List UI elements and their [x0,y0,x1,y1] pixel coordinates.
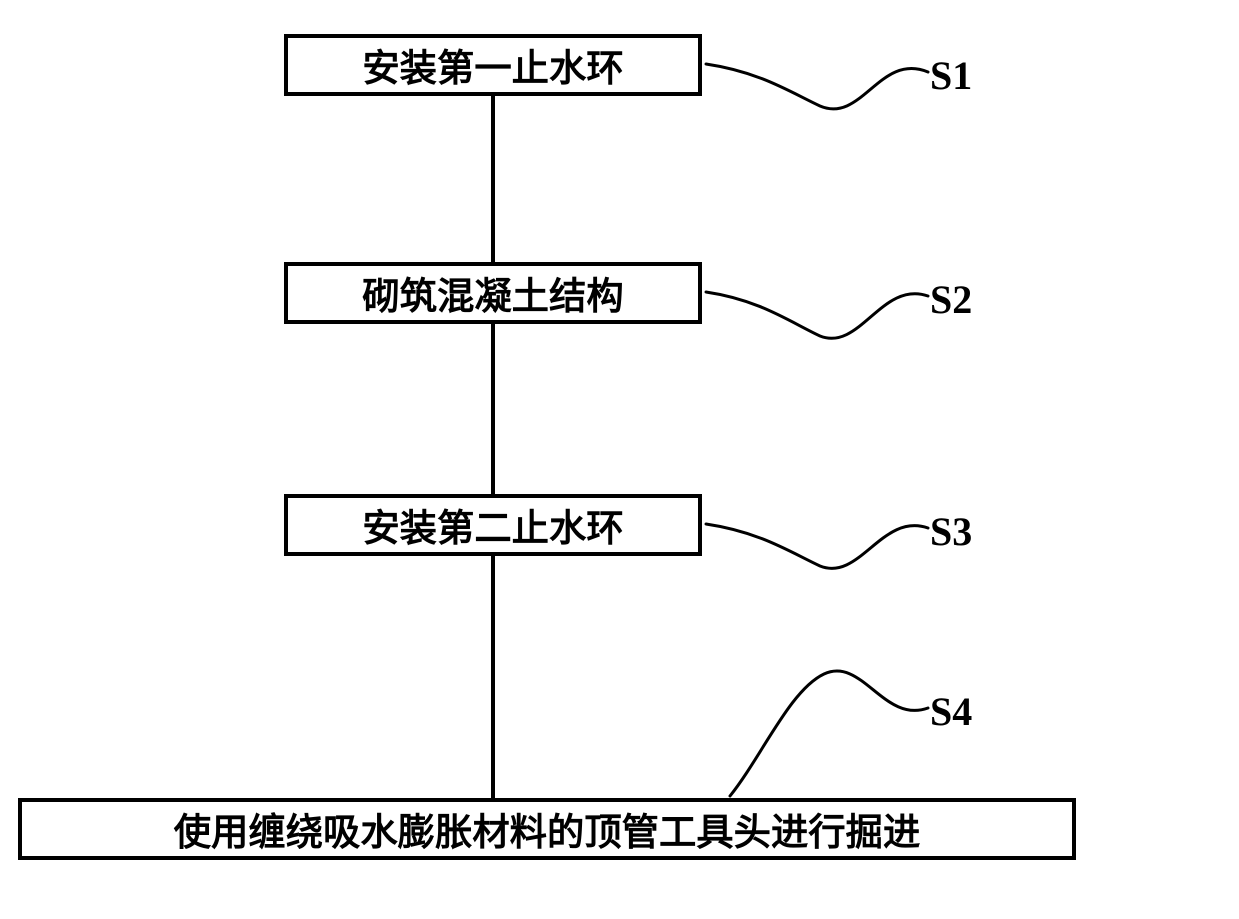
step-text-s1: 安装第一止水环 [362,38,623,92]
step-label-s2: S2 [930,276,972,323]
step-text-s2: 砌筑混凝土结构 [362,266,623,320]
callout-l4 [730,671,928,796]
step-box-s1: 安装第一止水环 [284,34,702,96]
callout-l2 [706,292,928,338]
step-label-s1: S1 [930,52,972,99]
flowchart-canvas: 安装第一止水环 砌筑混凝土结构 安装第二止水环 使用缠绕吸水膨胀材料的顶管工具头… [0,0,1239,919]
step-box-s4: 使用缠绕吸水膨胀材料的顶管工具头进行掘进 [18,798,1076,860]
connectors-svg [0,0,1239,919]
callout-l1 [706,64,928,109]
callout-l3 [706,524,928,568]
step-box-s2: 砌筑混凝土结构 [284,262,702,324]
callouts-svg [0,0,1239,919]
step-box-s3: 安装第二止水环 [284,494,702,556]
step-text-s4: 使用缠绕吸水膨胀材料的顶管工具头进行掘进 [174,802,921,856]
step-label-s3: S3 [930,508,972,555]
step-label-s4: S4 [930,688,972,735]
step-text-s3: 安装第二止水环 [362,498,623,552]
